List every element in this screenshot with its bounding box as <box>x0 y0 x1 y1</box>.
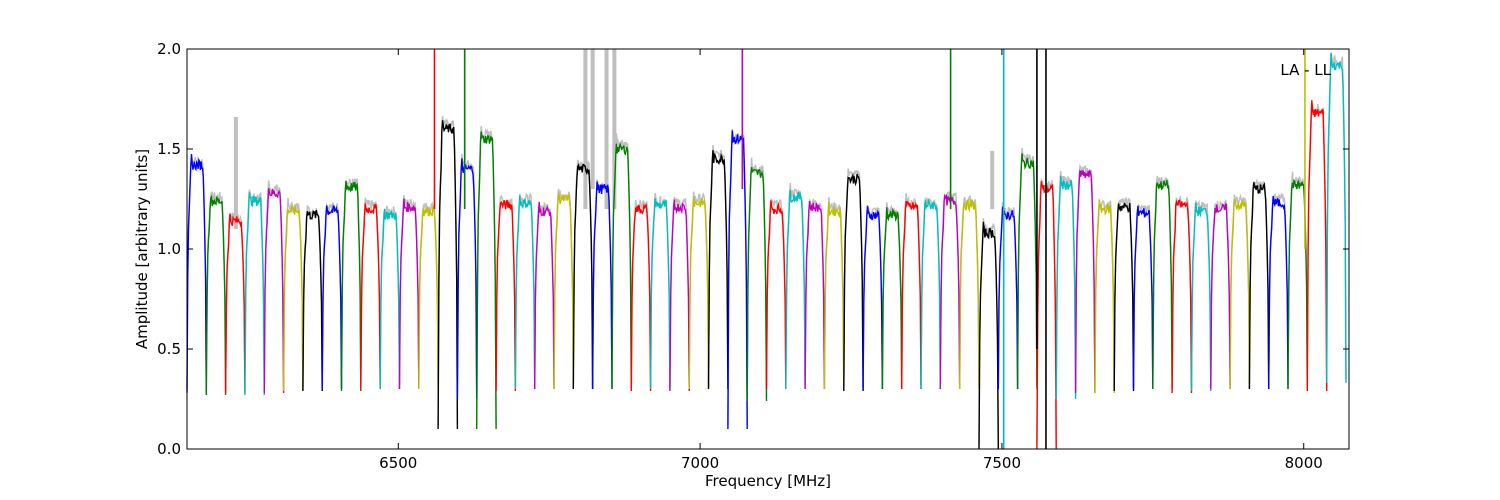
channel-band-16 <box>495 199 517 392</box>
channel-band-36 <box>881 207 903 390</box>
channel-band-51 <box>1171 199 1193 394</box>
channel-band-28 <box>727 130 748 430</box>
channel-band-9 <box>360 203 381 390</box>
channel-band-19 <box>553 191 574 390</box>
channel-band-40 <box>959 198 980 390</box>
channel-band-45 <box>1055 175 1077 400</box>
channel-band-46 <box>1074 169 1096 394</box>
channel-band-43 <box>1016 153 1038 390</box>
channel-band-37 <box>901 200 922 390</box>
channel-band-17 <box>514 195 536 390</box>
channel-band-3 <box>244 192 265 396</box>
channel-band-49 <box>1132 205 1154 390</box>
x-tick-label-3: 8000 <box>1285 454 1323 472</box>
channel-band-33 <box>823 202 845 390</box>
channel-band-42 <box>997 206 1019 390</box>
channel-band-26 <box>688 196 710 390</box>
channel-band-27 <box>707 150 729 390</box>
y-tick-label-2: 1.0 <box>157 240 181 258</box>
channel-band-54 <box>1229 198 1251 390</box>
channel-band-34 <box>843 172 864 392</box>
y-tick-label-3: 1.5 <box>157 140 181 158</box>
spike-group <box>433 49 1306 449</box>
channel-band-29 <box>746 167 768 402</box>
channel-band-8 <box>340 180 362 392</box>
tick-group: 6500 7000 7500 8000 0.0 0.5 1.0 1.5 2.0 <box>157 40 1349 472</box>
channel-band-21 <box>591 181 613 390</box>
channel-band-6 <box>302 210 323 392</box>
channel-band-1 <box>205 194 227 396</box>
channel-band-20 <box>572 163 594 390</box>
channel-band-31 <box>785 189 806 390</box>
channel-band-30 <box>765 200 787 390</box>
channel-band-35 <box>862 205 884 390</box>
channel-band-38 <box>920 197 941 390</box>
channel-band-53 <box>1210 203 1231 390</box>
channel-band-25 <box>669 199 690 392</box>
channel-band-2 <box>224 213 246 394</box>
channel-band-12 <box>418 203 439 390</box>
channel-band-59 <box>1325 52 1347 384</box>
x-axis-label: Frequency [MHz] <box>705 472 831 490</box>
channel-band-50 <box>1152 180 1173 390</box>
channel-band-32 <box>804 201 826 390</box>
channel-band-22 <box>611 141 632 390</box>
channel-band-48 <box>1113 202 1135 392</box>
channel-band-24 <box>649 198 671 390</box>
x-tick-label-0: 6500 <box>379 454 417 472</box>
channel-band-7 <box>321 204 343 390</box>
channel-series-group <box>186 52 1347 450</box>
y-tick-label-0: 0.0 <box>157 440 181 458</box>
channel-band-11 <box>398 198 420 390</box>
channel-band-15 <box>476 131 497 430</box>
channel-band-41 <box>978 221 999 450</box>
channel-band-18 <box>534 201 555 390</box>
channel-band-58 <box>1306 100 1328 392</box>
channel-band-57 <box>1287 178 1309 390</box>
x-tick-label-2: 7500 <box>983 454 1021 472</box>
channel-band-23 <box>630 203 652 392</box>
y-axis-label: Amplitude [arbitrary units] <box>133 149 151 349</box>
y-tick-label-4: 2.0 <box>157 40 181 58</box>
channel-band-13 <box>437 120 459 430</box>
channel-band-5 <box>282 204 304 392</box>
channel-band-56 <box>1267 195 1289 390</box>
x-tick-label-1: 7000 <box>681 454 719 472</box>
y-tick-label-1: 0.5 <box>157 340 181 358</box>
channel-band-47 <box>1094 199 1115 394</box>
channel-band-10 <box>379 208 401 390</box>
channel-band-0 <box>186 153 207 394</box>
annotation-label: LA - LL <box>1280 61 1331 79</box>
channel-band-4 <box>263 188 285 394</box>
channel-band-55 <box>1248 182 1270 390</box>
channel-band-52 <box>1190 202 1212 392</box>
channel-band-14 <box>456 158 478 400</box>
